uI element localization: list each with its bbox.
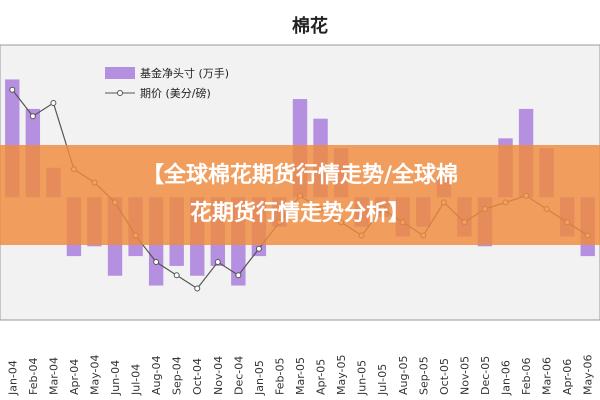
x-tick-label: Apr-04 xyxy=(68,359,81,395)
price-point xyxy=(29,113,36,120)
price-point xyxy=(9,86,16,93)
x-tick-label: Oct-05 xyxy=(438,358,451,395)
x-tick-label: Jan-05 xyxy=(253,360,266,396)
price-point xyxy=(255,245,262,252)
x-tick-label: Nov-04 xyxy=(212,356,225,395)
legend-swatch xyxy=(117,90,123,96)
price-point xyxy=(50,100,57,106)
x-tick-label: Jul-04 xyxy=(130,364,143,396)
x-tick-label: Mar-05 xyxy=(294,357,307,395)
x-tick-label: Sep-04 xyxy=(171,356,184,395)
x-tick-label: Apr-06 xyxy=(561,359,574,395)
x-tick-label: Jun-04 xyxy=(109,360,122,396)
price-point xyxy=(153,259,160,265)
x-tick-label: Jul-05 xyxy=(376,364,389,396)
x-tick-label: Jan-06 xyxy=(500,360,513,396)
x-tick-label: Mar-04 xyxy=(47,357,60,395)
x-tick-label: Jun-05 xyxy=(356,360,369,396)
price-point xyxy=(235,272,242,279)
x-tick-label: Oct-04 xyxy=(191,358,204,395)
x-tick-label: Feb-04 xyxy=(27,358,40,395)
banner-text: 花期货行情走势分析】 xyxy=(190,200,410,226)
x-tick-label: Aug-05 xyxy=(397,356,410,395)
price-point xyxy=(194,285,201,292)
legend-label: 期价 (美分/磅) xyxy=(140,86,211,100)
banner xyxy=(0,145,600,245)
x-tick-label: May-04 xyxy=(88,354,101,395)
x-tick-label: Jan-04 xyxy=(6,360,19,396)
x-tick-label: Sep-05 xyxy=(417,356,430,395)
banner-text: 【全球棉花期货行情走势/全球棉 xyxy=(142,162,458,188)
legend-label: 基金净头寸 (万手) xyxy=(140,66,229,80)
x-tick-label: May-05 xyxy=(335,354,348,395)
x-tick-label: Feb-06 xyxy=(520,358,533,395)
x-tick-label: May-06 xyxy=(582,354,595,395)
x-tick-label: Mar-06 xyxy=(541,357,554,395)
chart-title: 棉花 xyxy=(292,15,328,37)
x-tick-label: Dec-05 xyxy=(479,356,492,395)
x-tick-label: Dec-04 xyxy=(232,356,245,395)
x-tick-label: Feb-05 xyxy=(273,358,286,395)
x-tick-label: Apr-05 xyxy=(315,359,328,395)
legend-swatch xyxy=(105,67,135,79)
x-tick-label: Aug-04 xyxy=(150,356,163,395)
price-point xyxy=(173,272,180,279)
price-point xyxy=(214,259,221,265)
x-tick-label: Nov-05 xyxy=(458,356,471,395)
